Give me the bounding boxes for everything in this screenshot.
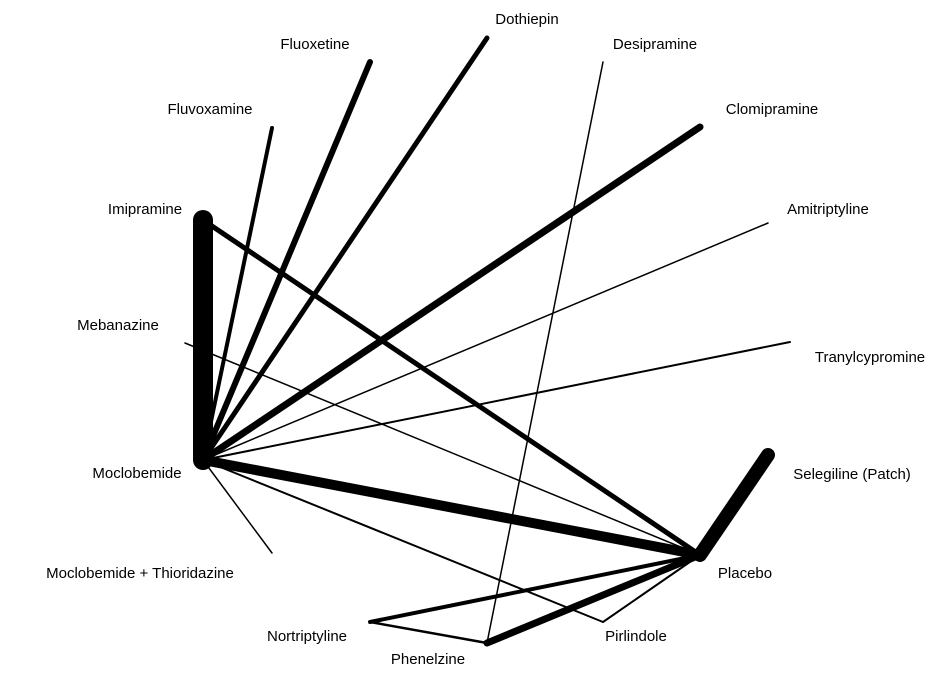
node-label: Tranylcypromine (815, 349, 925, 366)
edge (202, 459, 604, 623)
edge (693, 448, 775, 562)
node-label: Pirlindole (605, 628, 667, 645)
node-labels: Dothiepin Fluoxetine Desipramine Fluvoxa… (46, 11, 925, 668)
edge (199, 123, 704, 464)
edge (368, 620, 489, 645)
node-label: Amitriptyline (787, 201, 869, 218)
node-label: Clomipramine (726, 101, 819, 118)
node-label: Moclobemide (92, 465, 181, 482)
edge (200, 59, 373, 463)
node-label: Imipramine (108, 201, 182, 218)
node-label: Selegiline (Patch) (793, 466, 911, 483)
node-label: Fluoxetine (280, 36, 349, 53)
node-label: Placebo (718, 565, 772, 582)
edge (201, 126, 274, 462)
edge (202, 459, 273, 554)
edge (202, 341, 791, 461)
node-label: Mebanazine (77, 317, 159, 334)
node-label: Dothiepin (495, 11, 558, 28)
edge (486, 61, 604, 644)
edges (184, 35, 791, 647)
edge (184, 342, 701, 556)
edge (200, 217, 703, 558)
node-label: Phenelzine (391, 651, 465, 668)
edge (483, 551, 704, 647)
node-label: Nortriptyline (267, 628, 347, 645)
edge (602, 554, 701, 623)
edge (368, 553, 702, 624)
node-label: Desipramine (613, 36, 697, 53)
node-label: Moclobemide + Thioridazine (46, 565, 234, 582)
edge (198, 455, 705, 560)
edge (200, 35, 490, 463)
node-label: Fluvoxamine (167, 101, 252, 118)
edge (202, 222, 769, 461)
